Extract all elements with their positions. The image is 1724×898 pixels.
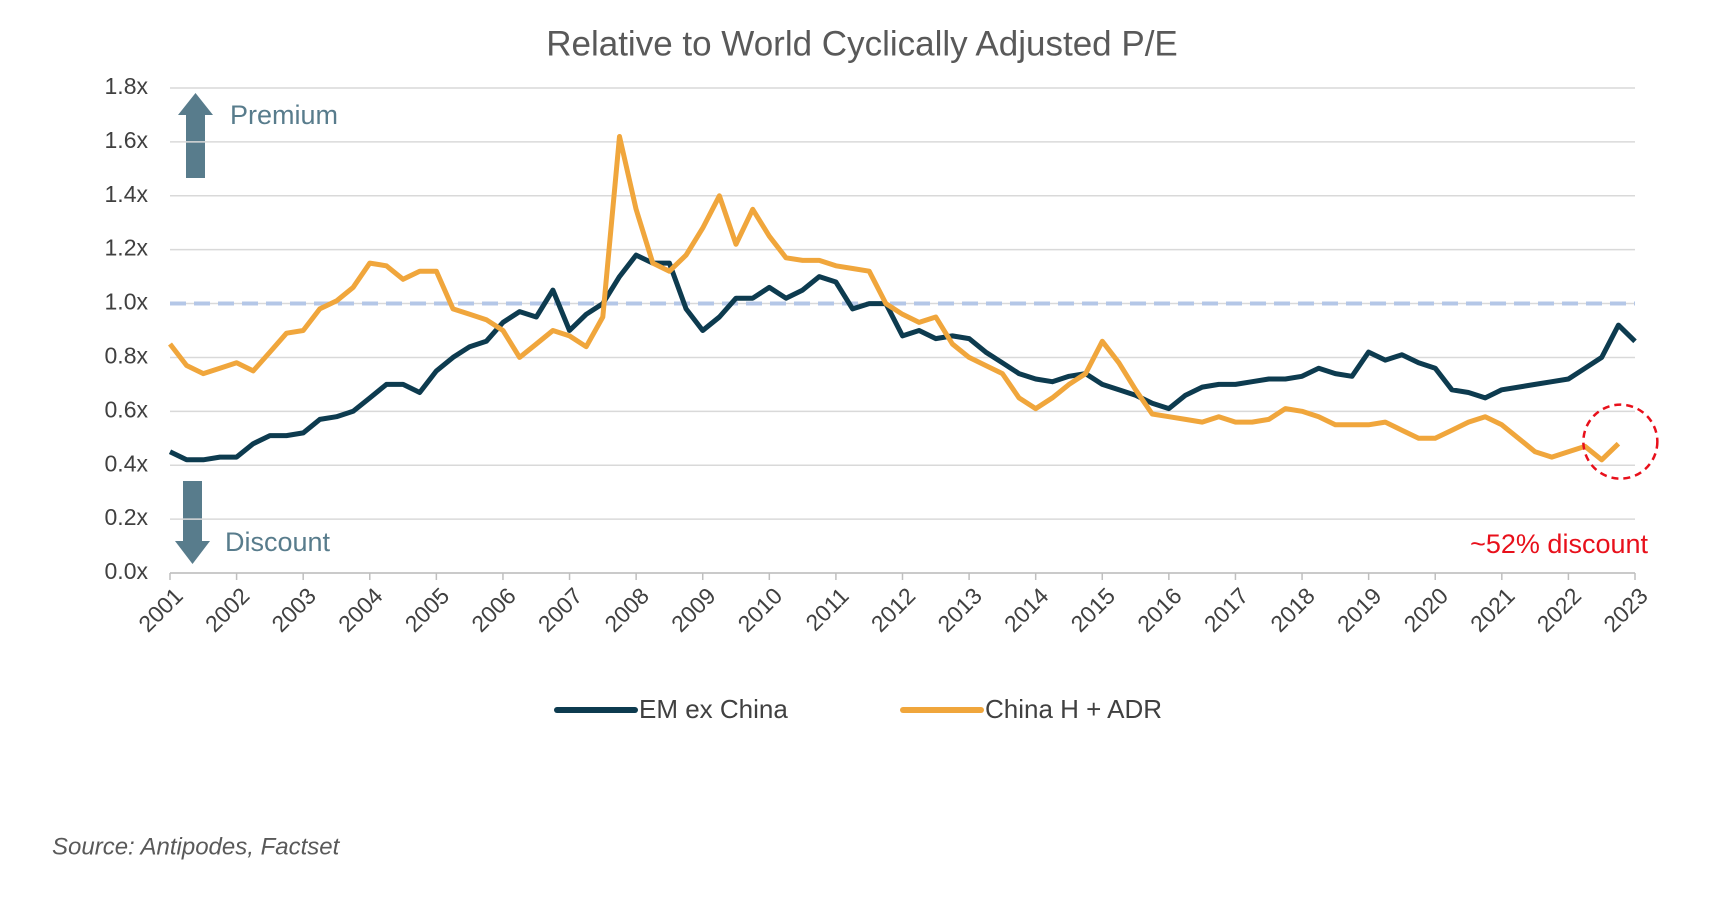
x-tick-label: 2012	[866, 582, 921, 637]
y-tick-label: 1.6x	[105, 127, 149, 153]
x-tick-label: 2009	[666, 582, 721, 637]
series-line	[168, 134, 1621, 463]
legend-label: China H + ADR	[985, 694, 1162, 724]
x-tick-label: 2021	[1465, 582, 1520, 637]
x-tick-label: 2005	[400, 582, 455, 637]
x-tick-label: 2010	[733, 582, 788, 637]
x-tick-label: 2014	[999, 582, 1054, 637]
y-tick-label: 0.0x	[105, 558, 149, 584]
x-tick-label: 2019	[1332, 582, 1387, 637]
x-tick-label: 2006	[466, 582, 521, 637]
x-tick-label: 2002	[200, 582, 255, 637]
y-tick-label: 0.4x	[105, 450, 149, 476]
discount-arrow	[175, 481, 210, 564]
y-tick-label: 1.0x	[105, 289, 149, 315]
x-tick-label: 2022	[1532, 582, 1587, 637]
y-tick-label: 1.2x	[105, 235, 149, 261]
x-tick-label: 2008	[599, 582, 654, 637]
premium-label: Premium	[230, 100, 338, 130]
x-tick-label: 2001	[133, 582, 188, 637]
y-tick-label: 0.2x	[105, 504, 149, 530]
highlight-circle	[1582, 403, 1659, 480]
x-tick-label: 2013	[932, 582, 987, 637]
y-tick-label: 1.8x	[105, 73, 149, 99]
x-tick-label: 2023	[1598, 582, 1653, 637]
x-tick-label: 2018	[1265, 582, 1320, 637]
x-tick-label: 2020	[1398, 582, 1453, 637]
x-tick-label: 2016	[1132, 582, 1187, 637]
legend-label: EM ex China	[639, 694, 788, 724]
x-tick-label: 2007	[533, 582, 588, 637]
y-tick-label: 0.6x	[105, 396, 149, 422]
series-line	[168, 252, 1637, 463]
x-tick-label: 2004	[333, 582, 388, 637]
x-tick-label: 2017	[1199, 582, 1254, 637]
highlight-label: ~52% discount	[1470, 529, 1648, 559]
x-tick-label: 2015	[1066, 582, 1121, 637]
discount-label: Discount	[225, 527, 331, 557]
premium-arrow	[178, 93, 213, 178]
x-tick-label: 2003	[266, 582, 321, 637]
source: Source: Antipodes, Factset	[52, 833, 341, 860]
chart-title: Relative to World Cyclically Adjusted P/…	[546, 24, 1178, 63]
y-tick-label: 0.8x	[105, 343, 149, 369]
x-tick-label: 2011	[800, 582, 853, 635]
y-tick-label: 1.4x	[105, 181, 149, 207]
